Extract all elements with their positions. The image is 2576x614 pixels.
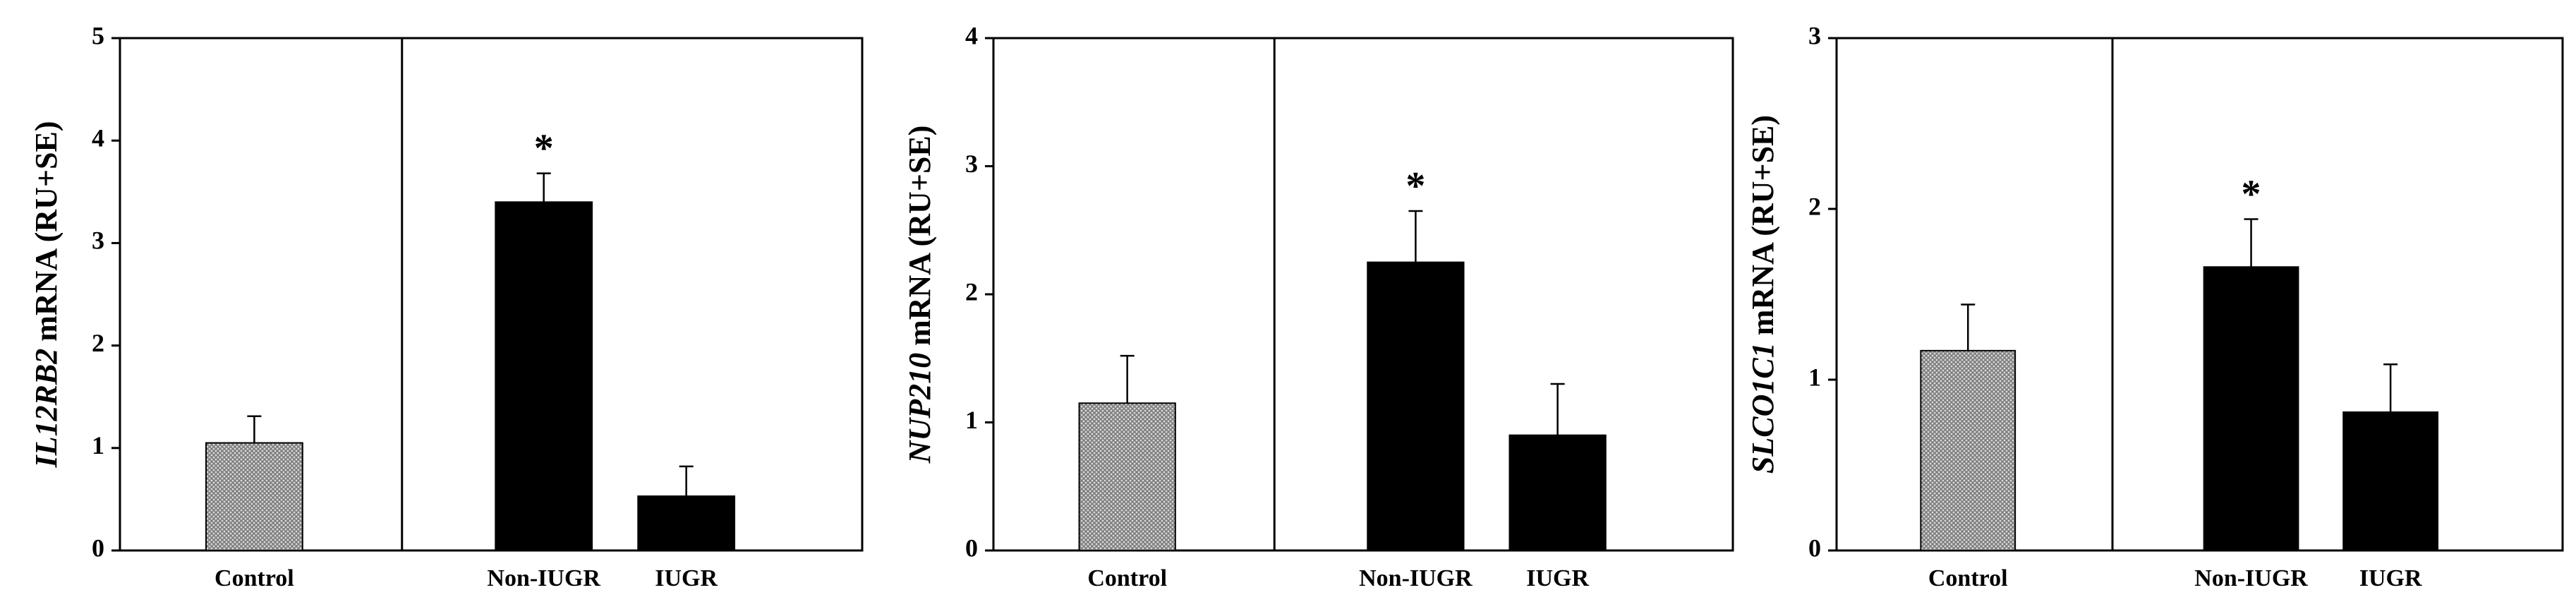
y-tick-label: 4 [965,21,978,49]
y-tick-label: 3 [92,227,104,255]
x-tick-label: Control [1087,565,1167,591]
y-axis-label-gene: NUP210 [902,353,937,464]
bar [1508,434,1607,552]
error-bar [1408,210,1423,263]
error-bar [1120,354,1135,404]
y-tick-label: 1 [92,431,104,459]
x-tick-label: Non-IUGR [487,565,600,591]
y-tick-label: 3 [1808,21,1821,49]
y-axis-label-gene: IL12RB2 [29,349,64,469]
y-axis-label-text: mRNA (RU+SE) [29,121,64,342]
y-tick-label: 0 [92,534,104,562]
x-tick-label: IUGR [1526,565,1589,591]
significance-marker: * [1405,164,1425,208]
error-bar [1961,303,1976,351]
bar [1078,402,1176,552]
error-bar [679,465,694,497]
bar [637,495,736,552]
error-bar [2244,218,2258,267]
y-axis-label: NUP210 mRNA (RU+SE) [902,126,937,464]
significance-marker: * [534,127,554,171]
plot-frame [1835,37,2564,552]
y-tick-label: 3 [965,150,978,178]
x-tick-label: IUGR [2359,565,2422,591]
significance-marker: * [2242,172,2261,216]
x-tick-label: IUGR [655,565,718,591]
bar [2342,411,2439,551]
y-tick-label: 2 [965,277,978,306]
bar [205,442,303,551]
y-tick-label: 0 [965,534,978,562]
x-tick-label: Control [1928,565,2008,591]
y-tick-label: 4 [92,124,104,152]
y-axis-label-gene: SLCO1C1 [1746,342,1780,474]
bar [2203,266,2299,551]
error-bar [2383,363,2398,412]
y-tick-label: 1 [1808,363,1821,391]
y-tick-label: 2 [1808,192,1821,220]
plot-frame [119,37,864,552]
y-tick-label: 5 [92,21,104,49]
error-bar [247,415,262,443]
bar [1367,261,1465,551]
x-tick-label: Non-IUGR [1359,565,1473,591]
y-axis-label-text: mRNA (RU+SE) [1746,115,1780,335]
y-tick-label: 0 [1808,534,1821,562]
y-axis-label: IL12RB2 mRNA (RU+SE) [29,121,64,469]
bar [495,201,593,551]
y-tick-label: 1 [965,406,978,434]
y-axis-label-text: mRNA (RU+SE) [902,126,937,346]
x-tick-label: Control [214,565,294,591]
error-bar [536,172,551,203]
y-axis-label: SLCO1C1 mRNA (RU+SE) [1746,115,1780,474]
x-tick-label: Non-IUGR [2194,565,2308,591]
error-bar [1550,383,1565,435]
y-tick-label: 2 [92,329,104,357]
bar [1920,349,2016,551]
